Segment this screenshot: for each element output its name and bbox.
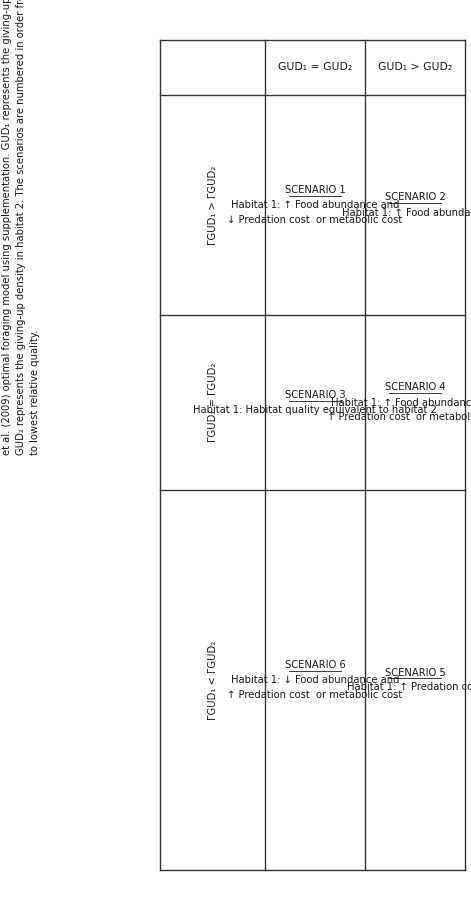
Text: Habitat 1: ↑ Food abundance and: Habitat 1: ↑ Food abundance and <box>331 398 471 408</box>
Text: ↓ Predation cost  or metabolic cost: ↓ Predation cost or metabolic cost <box>227 215 403 225</box>
Text: ↑ Predation cost  or metabolic cost: ↑ Predation cost or metabolic cost <box>227 690 403 700</box>
Text: Habitat 1: ↑ Food abundance: Habitat 1: ↑ Food abundance <box>342 207 471 217</box>
Text: ΓGUD₁ < ΓGUD₂: ΓGUD₁ < ΓGUD₂ <box>208 641 218 720</box>
Text: ΓGUD₁ = ΓGUD₂: ΓGUD₁ = ΓGUD₂ <box>208 363 218 442</box>
Text: Habitat 1: Habitat quality equivalent to habitat 2: Habitat 1: Habitat quality equivalent to… <box>193 405 437 415</box>
Text: Habitat 1: ↓ Food abundance and: Habitat 1: ↓ Food abundance and <box>231 675 399 685</box>
Text: GUD₁ > GUD₂: GUD₁ > GUD₂ <box>378 63 452 73</box>
Text: SCENARIO 5: SCENARIO 5 <box>385 668 446 678</box>
Text: SCENARIO 4: SCENARIO 4 <box>385 382 445 392</box>
Text: Habitat 1: ↑ Food abundance and: Habitat 1: ↑ Food abundance and <box>231 200 399 210</box>
Text: GUD₁ = GUD₂: GUD₁ = GUD₂ <box>278 63 352 73</box>
Text: SCENARIO 1: SCENARIO 1 <box>284 185 345 195</box>
Text: Table 1.2 Inferences about the relative quality of habitat 1 compared to habitat: Table 1.2 Inferences about the relative … <box>0 0 40 455</box>
Text: ΓGUD₁ > ΓGUD₂: ΓGUD₁ > ΓGUD₂ <box>208 166 218 245</box>
Text: SCENARIO 2: SCENARIO 2 <box>385 193 446 203</box>
Text: SCENARIO 3: SCENARIO 3 <box>284 390 345 400</box>
Text: Habitat 1: ↑ Predation cost: Habitat 1: ↑ Predation cost <box>348 682 471 693</box>
Text: SCENARIO 6: SCENARIO 6 <box>284 660 345 670</box>
Text: ↑ Predation cost  or metabolic cost: ↑ Predation cost or metabolic cost <box>327 412 471 422</box>
